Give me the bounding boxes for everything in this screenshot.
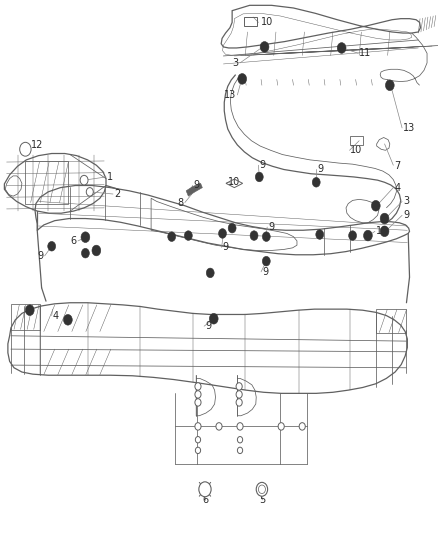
Text: 9: 9 <box>38 251 44 261</box>
Circle shape <box>80 175 88 185</box>
Text: 13: 13 <box>403 123 415 133</box>
Text: 10: 10 <box>228 177 240 187</box>
Text: 9: 9 <box>268 222 274 232</box>
Circle shape <box>219 229 226 238</box>
Circle shape <box>195 383 201 390</box>
Circle shape <box>380 226 389 237</box>
Text: 10: 10 <box>350 146 363 155</box>
Text: 9: 9 <box>262 267 268 277</box>
Circle shape <box>236 399 242 406</box>
Circle shape <box>380 213 389 224</box>
Circle shape <box>349 231 357 240</box>
Text: 12: 12 <box>31 140 43 150</box>
Circle shape <box>48 241 56 251</box>
Circle shape <box>184 231 192 240</box>
Text: 9: 9 <box>205 321 211 331</box>
Text: 5: 5 <box>260 495 266 505</box>
Text: 9: 9 <box>259 160 265 170</box>
Circle shape <box>216 423 222 430</box>
Circle shape <box>371 200 380 211</box>
Circle shape <box>237 447 243 454</box>
Text: 10: 10 <box>261 18 273 27</box>
Circle shape <box>195 399 201 406</box>
Text: 2: 2 <box>114 189 120 199</box>
Circle shape <box>199 482 211 497</box>
Circle shape <box>255 172 263 182</box>
Text: 9: 9 <box>403 211 409 220</box>
Circle shape <box>92 245 101 256</box>
Circle shape <box>228 223 236 233</box>
Circle shape <box>81 248 89 258</box>
Text: 13: 13 <box>224 90 237 100</box>
Circle shape <box>237 423 243 430</box>
Circle shape <box>299 423 305 430</box>
Circle shape <box>262 232 270 241</box>
Circle shape <box>250 231 258 240</box>
Circle shape <box>195 423 201 430</box>
Circle shape <box>81 232 90 243</box>
Circle shape <box>237 437 243 443</box>
Circle shape <box>206 268 214 278</box>
Circle shape <box>64 314 72 325</box>
Circle shape <box>236 383 242 390</box>
Circle shape <box>238 74 247 84</box>
Circle shape <box>364 230 372 241</box>
Text: 1: 1 <box>107 172 113 182</box>
Text: 10: 10 <box>376 227 388 236</box>
Text: 9: 9 <box>223 243 229 252</box>
Text: 9: 9 <box>318 165 324 174</box>
Circle shape <box>262 256 270 266</box>
Text: 6: 6 <box>71 236 77 246</box>
Circle shape <box>86 188 93 196</box>
Circle shape <box>385 80 394 91</box>
Circle shape <box>195 391 201 398</box>
Circle shape <box>316 230 324 239</box>
Text: 4: 4 <box>53 311 59 320</box>
Circle shape <box>168 232 176 241</box>
Text: 11: 11 <box>359 49 371 58</box>
Circle shape <box>278 423 284 430</box>
Text: 9: 9 <box>194 181 200 190</box>
Circle shape <box>20 142 31 156</box>
Text: 4: 4 <box>394 183 400 192</box>
Text: 3: 3 <box>233 58 239 68</box>
Circle shape <box>236 391 242 398</box>
Circle shape <box>195 437 201 443</box>
Circle shape <box>209 313 218 324</box>
Polygon shape <box>186 183 202 196</box>
Circle shape <box>195 447 201 454</box>
Text: 3: 3 <box>403 197 409 206</box>
Text: 6: 6 <box>202 495 208 505</box>
Circle shape <box>256 482 268 496</box>
Circle shape <box>25 305 34 316</box>
Text: 8: 8 <box>178 198 184 207</box>
Circle shape <box>337 43 346 53</box>
Circle shape <box>312 177 320 187</box>
Text: 7: 7 <box>394 161 400 171</box>
Circle shape <box>260 42 269 52</box>
